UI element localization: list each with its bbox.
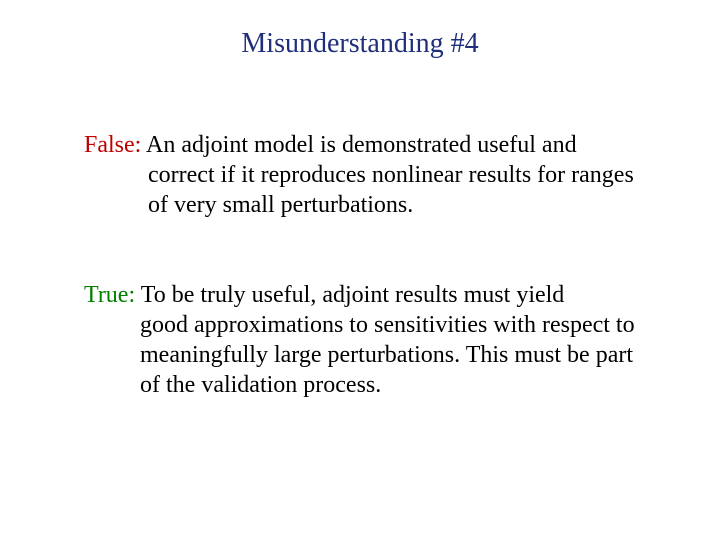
true-text-rest: good approximations to sensitivities wit… xyxy=(84,310,644,400)
false-label: False: xyxy=(84,132,141,158)
true-label: True: xyxy=(84,282,135,308)
false-text-rest: correct if it reproduces nonlinear resul… xyxy=(84,160,644,220)
slide-title: Misunderstanding #4 xyxy=(0,28,720,60)
true-text-line1: To be truly useful, adjoint results must… xyxy=(135,282,564,308)
true-block: True: To be truly useful, adjoint result… xyxy=(84,280,644,400)
false-block: False: An adjoint model is demonstrated … xyxy=(84,130,644,220)
false-text-line1: An adjoint model is demonstrated useful … xyxy=(141,132,576,158)
slide: Misunderstanding #4 False: An adjoint mo… xyxy=(0,0,720,540)
